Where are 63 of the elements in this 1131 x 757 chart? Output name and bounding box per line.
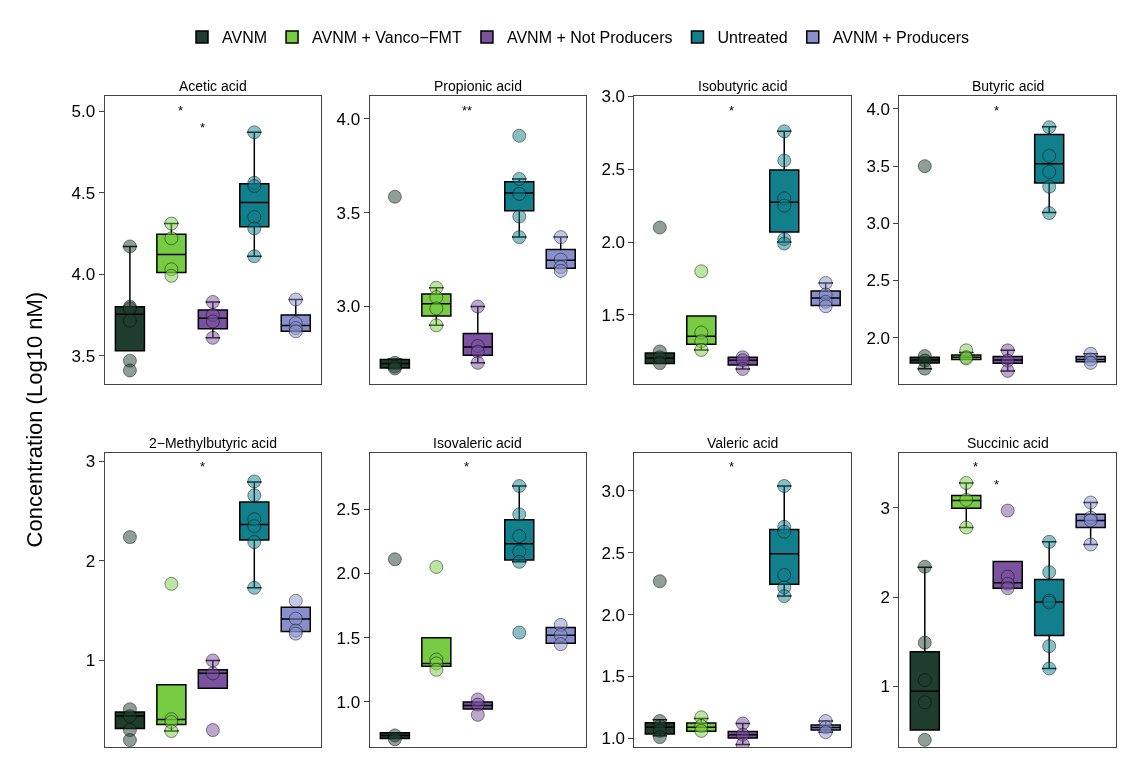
chart-title: 2−Methylbutyric acid: [149, 435, 278, 451]
y-tick-label: 2.5: [601, 543, 626, 563]
chart-title: Acetic acid: [179, 78, 247, 94]
y-tick-label: 3.5: [71, 346, 96, 366]
y-tick-label: 3.5: [866, 157, 891, 177]
point: [1042, 206, 1057, 221]
y-tick-label: 2.0: [866, 328, 891, 348]
y-tick-label: 3.5: [336, 203, 361, 223]
annotation: *: [178, 103, 184, 118]
y-tick-label: 1.5: [336, 628, 361, 648]
legend-label: AVNM + Producers: [832, 29, 969, 47]
y-tick-label: 2.5: [866, 271, 891, 291]
y-tick-label: 3: [85, 452, 96, 472]
y-tick-label: 2: [880, 588, 891, 608]
y-tick-label: 3.0: [866, 214, 891, 234]
point: [1042, 661, 1057, 676]
y-tick-label: 5.0: [71, 101, 96, 121]
annotation: *: [464, 459, 470, 474]
y-tick-label: 4.0: [336, 109, 361, 129]
y-tick-label: 2.5: [336, 500, 361, 520]
annotation: **: [462, 103, 473, 118]
y-tick-label: 2.5: [601, 160, 626, 180]
y-tick-label: 3: [880, 498, 891, 518]
annotation: *: [200, 120, 206, 135]
annotation: *: [994, 103, 1000, 118]
y-axis-title: Concentration (Log10 nM): [21, 291, 47, 548]
y-tick-label: 2: [85, 551, 96, 571]
legend-label: Untreated: [717, 29, 788, 47]
chart-title: Butyric acid: [972, 78, 1045, 94]
legend-label: AVNM + Vanco−FMT: [312, 29, 462, 47]
y-tick-label: 1: [85, 651, 96, 671]
y-tick-label: 2.0: [601, 605, 626, 625]
annotation: *: [729, 459, 735, 474]
y-tick-label: 1.0: [336, 692, 361, 712]
y-tick-label: 2.0: [336, 564, 361, 584]
y-tick-label: 1.5: [601, 667, 626, 687]
y-tick-label: 4.5: [71, 183, 96, 203]
point: [512, 554, 527, 569]
chart-title: Isobutyric acid: [698, 78, 788, 94]
annotation: *: [729, 103, 735, 118]
y-tick-label: 3.0: [601, 481, 626, 501]
y-tick-label: 3.0: [336, 297, 361, 317]
point: [247, 580, 262, 595]
legend-label: AVNM: [222, 29, 268, 47]
chart-title: Succinic acid: [967, 435, 1049, 451]
chart-title: Valeric acid: [707, 435, 779, 451]
point: [512, 625, 527, 640]
point: [777, 589, 792, 604]
point: [777, 236, 792, 251]
annotation: *: [973, 459, 979, 474]
chart-title: Isovaleric acid: [433, 435, 522, 451]
y-tick-label: 4.0: [866, 99, 891, 119]
y-tick-label: 1: [880, 677, 891, 697]
point: [512, 230, 527, 245]
annotation: *: [994, 477, 1000, 492]
y-tick-label: 1.0: [601, 729, 626, 749]
y-tick-label: 1.5: [601, 305, 626, 325]
chart-title: Propionic acid: [434, 78, 522, 94]
y-tick-label: 4.0: [71, 265, 96, 285]
y-tick-label: 2.0: [601, 233, 626, 253]
y-tick-label: 3.0: [601, 87, 626, 107]
legend-label: AVNM + Not Producers: [506, 29, 673, 47]
annotation: *: [200, 459, 206, 474]
